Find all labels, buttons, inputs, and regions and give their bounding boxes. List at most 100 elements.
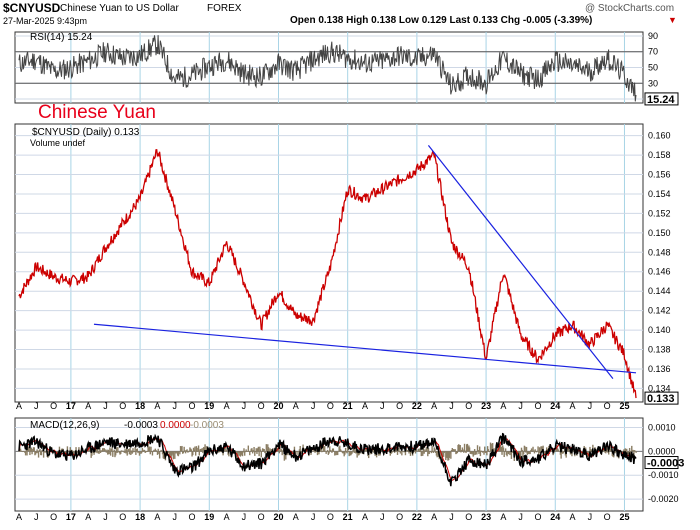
macd-histogram-bar [631,450,634,452]
macd-histogram-bar [432,451,434,453]
instrument-name: Chinese Yuan to US Dollar [60,3,179,14]
macd-histogram-bar [238,451,241,453]
macd-histogram-bar [143,449,145,452]
macd-histogram-bar [419,451,421,452]
macd-histogram-bar [391,451,394,453]
macd-histogram-bar [525,446,528,452]
macd-histogram-bar [529,451,531,455]
macd-histogram-bar [198,451,200,456]
macd-histogram-bar [140,451,142,454]
macd-histogram-bar [257,446,260,452]
macd-histogram-bar [251,451,254,454]
macd-histogram-bar [124,449,126,452]
x-month-label: A [293,512,299,522]
macd-histogram-bar [553,451,556,452]
macd-histogram-bar [551,450,553,452]
macd-histogram-bar [225,447,227,452]
macd-histogram-bar [471,451,473,455]
macd-histogram-bar [145,451,147,453]
macd-histogram-bar [489,442,492,452]
macd-histogram-bar [407,451,410,452]
macd-histogram-bar [131,451,133,454]
macd-histogram-bar [161,451,164,455]
x-month-label: O [604,401,611,411]
macd-histogram-bar [157,448,159,452]
macd-histogram-bar [120,451,122,454]
macd-histogram-bar [427,451,429,457]
macd-histogram-bar [261,451,263,453]
macd-histogram-bar [192,447,195,452]
macd-histogram-bar [425,447,428,452]
macd-histogram-bar [624,448,626,452]
macd-histogram-bar [326,451,328,452]
x-year-label: 18 [135,401,145,411]
macd-histogram-bar [126,451,128,456]
macd-histogram-bar [241,451,244,457]
price-tick-label: 0.138 [648,345,671,355]
macd-histogram-bar [481,451,483,452]
macd-histogram-bar [401,451,404,452]
macd-histogram-bar [283,451,286,461]
macd-histogram-bar [145,451,148,452]
price-tick-label: 0.154 [648,189,671,199]
macd-histogram-bar [154,448,157,452]
macd-histogram-bar [43,451,46,452]
price-last-value: 0.133 [647,393,675,405]
macd-histogram-bar [202,447,205,452]
macd-histogram-bar [561,451,564,454]
macd-histogram-bar [398,447,400,452]
macd-histogram-bar [433,447,435,452]
macd-histogram-bar [185,450,188,452]
macd-histogram-bar [125,451,127,454]
macd-histogram-bar [424,449,426,452]
macd-histogram-bar [162,451,164,459]
macd-histogram-bar [328,451,330,454]
macd-histogram-bar [203,447,206,452]
macd-histogram-bar [342,451,345,454]
macd-histogram-bar [488,451,490,452]
macd-histogram-bar [136,448,139,452]
price-tick-label: 0.156 [648,170,671,180]
macd-histogram-bar [533,451,536,454]
macd-histogram-bar [336,451,338,453]
macd-histogram-bar [38,449,40,452]
x-year-label: 23 [481,401,491,411]
macd-histogram-bar [320,447,322,452]
macd-histogram-bar [125,447,128,452]
macd-histogram-bar [122,450,124,452]
macd-histogram-bar [187,451,190,453]
macd-histogram-bar [477,449,479,452]
macd-histogram-bar [427,448,430,452]
macd-histogram-bar [29,451,31,456]
macd-histogram-bar [626,448,628,452]
macd-histogram-bar [334,451,336,456]
x-year-label: 25 [619,512,629,522]
macd-histogram-bar [36,449,38,452]
macd-histogram-bar [344,451,346,455]
macd-histogram-bar [512,451,514,453]
macd-panel-frame [14,417,644,512]
macd-histogram-bar [266,449,268,452]
macd-histogram-bar [244,451,246,456]
macd-histogram-bar [521,449,523,452]
macd-histogram-bar [330,450,332,452]
macd-histogram-bar [298,451,300,452]
x-month-label: A [293,401,299,411]
rsi-tick-label: 30 [648,78,658,88]
x-year-label: 17 [66,512,76,522]
macd-histogram-bar [338,446,340,452]
macd-histogram-bar [484,446,486,452]
macd-histogram-bar [567,448,570,452]
macd-histogram-bar [241,451,243,455]
macd-histogram-bar [516,451,518,460]
macd-histogram-bar [148,446,151,452]
x-month-label: J [380,401,385,411]
macd-histogram-bar [633,451,635,459]
macd-histogram-bar [347,451,350,452]
macd-histogram-bar [623,449,625,452]
macd-histogram-bar [200,448,202,452]
macd-histogram-bar [568,451,570,452]
macd-histogram-bar [559,451,562,455]
macd-histogram-bar [628,448,631,452]
macd-histogram-bar [486,451,488,456]
